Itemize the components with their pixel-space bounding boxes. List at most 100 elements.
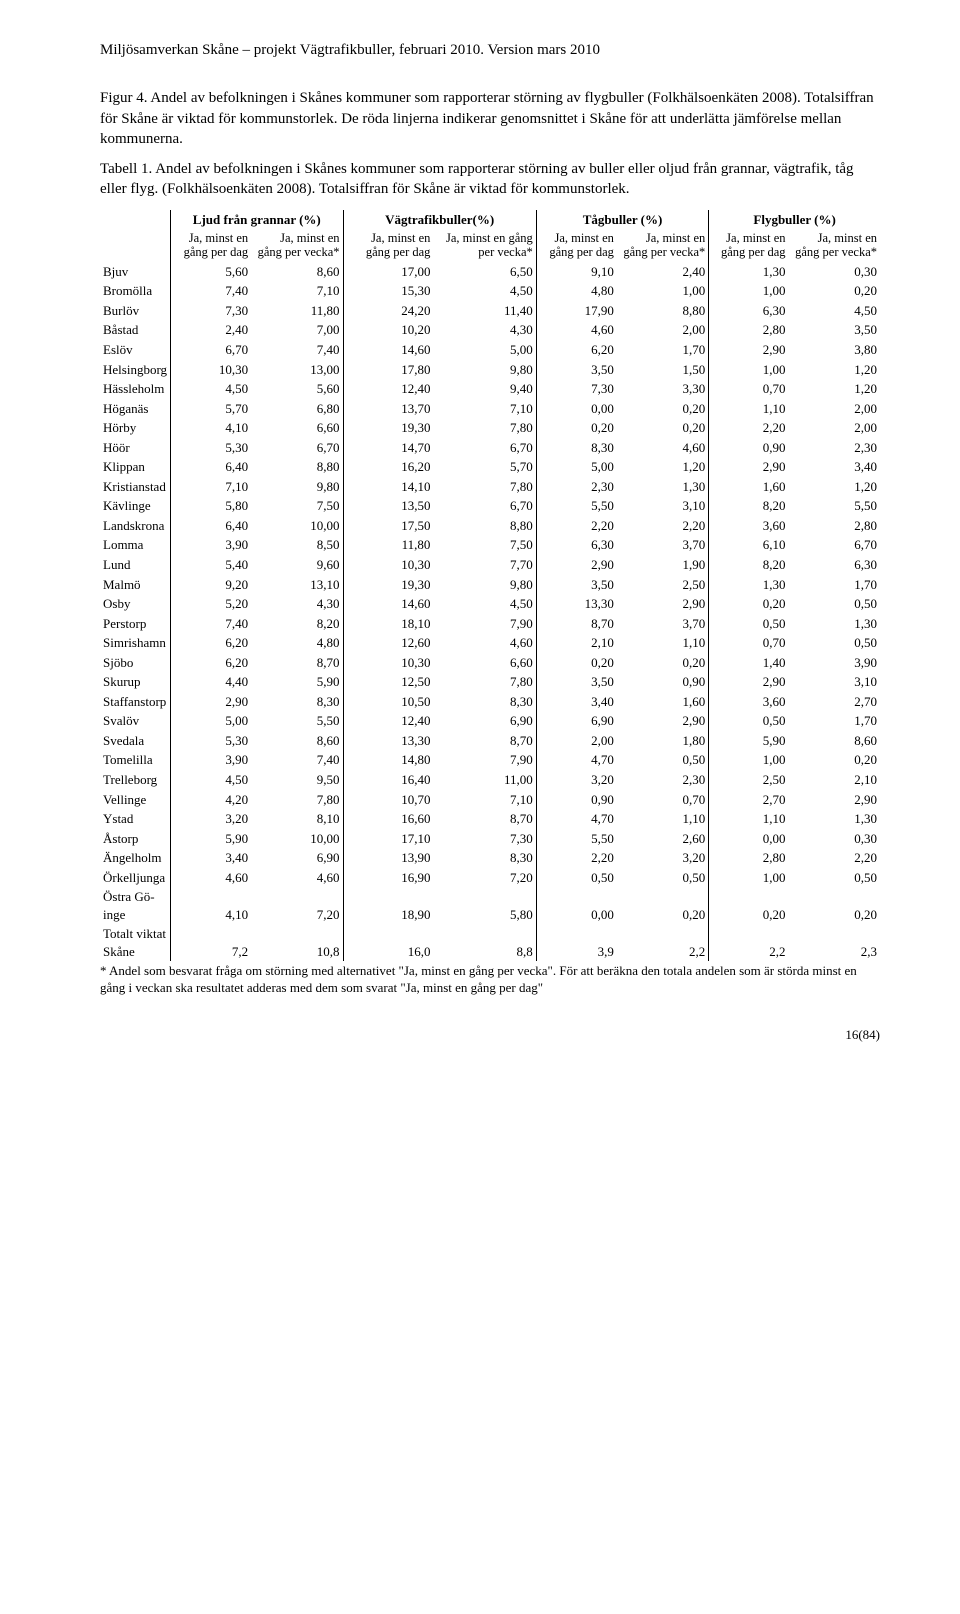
cell: 7,50 (433, 535, 536, 555)
row-label: Kristianstad (100, 477, 171, 497)
cell: 4,30 (251, 594, 343, 614)
table-row: Osby5,204,3014,604,5013,302,900,200,50 (100, 594, 880, 614)
cell: 4,50 (789, 301, 880, 321)
cell: 3,30 (617, 379, 709, 399)
row-label: Lomma (100, 535, 171, 555)
cell: 16,20 (343, 457, 433, 477)
cell: 2,30 (789, 438, 880, 458)
cell: 3,60 (709, 516, 789, 536)
cell: 2,70 (789, 692, 880, 712)
cell: 5,40 (171, 555, 252, 575)
cell: 3,10 (617, 496, 709, 516)
cell: 5,50 (536, 829, 617, 849)
cell: 3,60 (709, 692, 789, 712)
cell: 19,30 (343, 418, 433, 438)
cell: 1,60 (617, 692, 709, 712)
row-label: Osby (100, 594, 171, 614)
cell: 0,30 (789, 262, 880, 282)
cell: 2,70 (709, 790, 789, 810)
cell: 8,60 (251, 262, 343, 282)
cell: 16,90 (343, 868, 433, 888)
cell: 10,30 (343, 555, 433, 575)
cell: 17,00 (343, 262, 433, 282)
cell: 3,40 (789, 457, 880, 477)
table-corner (100, 210, 171, 231)
cell: 2,80 (709, 848, 789, 868)
row-label: Tomelilla (100, 750, 171, 770)
cell: 2,00 (789, 399, 880, 419)
table-row: Ystad3,208,1016,608,704,701,101,101,30 (100, 809, 880, 829)
cell: 1,10 (617, 633, 709, 653)
table-row: Skurup4,405,9012,507,803,500,902,903,10 (100, 672, 880, 692)
table-row: Simrishamn6,204,8012,604,602,101,100,700… (100, 633, 880, 653)
col-group-4: Flygbuller (%) (709, 210, 880, 231)
table-row: Höganäs5,706,8013,707,100,000,201,102,00 (100, 399, 880, 419)
cell: 1,00 (709, 868, 789, 888)
cell: 8,70 (433, 809, 536, 829)
cell: 6,70 (433, 438, 536, 458)
cell: 1,20 (789, 379, 880, 399)
cell: 6,90 (251, 848, 343, 868)
table-footnote: * Andel som besvarat fråga om störning m… (100, 963, 880, 996)
cell: 24,20 (343, 301, 433, 321)
cell: 7,90 (433, 614, 536, 634)
cell: 6,30 (536, 535, 617, 555)
cell: 11,00 (433, 770, 536, 790)
cell: 1,30 (709, 262, 789, 282)
cell: 2,60 (617, 829, 709, 849)
cell: 0,20 (617, 887, 709, 924)
table-row: Vellinge4,207,8010,707,100,900,702,702,9… (100, 790, 880, 810)
cell: 8,80 (617, 301, 709, 321)
cell: 8,70 (536, 614, 617, 634)
cell: 0,20 (536, 418, 617, 438)
cell: 3,70 (617, 614, 709, 634)
table-row: Hörby4,106,6019,307,800,200,202,202,00 (100, 418, 880, 438)
cell: 3,90 (789, 653, 880, 673)
table-row: Hässleholm4,505,6012,409,407,303,300,701… (100, 379, 880, 399)
cell: 15,30 (343, 281, 433, 301)
cell: 0,90 (617, 672, 709, 692)
cell: 0,20 (789, 887, 880, 924)
row-label: Simrishamn (100, 633, 171, 653)
cell: 6,40 (171, 457, 252, 477)
cell: 10,20 (343, 320, 433, 340)
sub-header: Ja, minst en gång per dag (709, 230, 789, 262)
cell: 0,20 (617, 418, 709, 438)
cell: 4,60 (433, 633, 536, 653)
cell: 8,30 (536, 438, 617, 458)
cell: 19,30 (343, 575, 433, 595)
table-row: Ängelholm3,406,9013,908,302,203,202,802,… (100, 848, 880, 868)
table-row: Örkelljunga4,604,6016,907,200,500,501,00… (100, 868, 880, 888)
table-header-row-sub: Ja, minst en gång per dag Ja, minst en g… (100, 230, 880, 262)
table-row: Landskrona6,4010,0017,508,802,202,203,60… (100, 516, 880, 536)
cell: 3,90 (171, 535, 252, 555)
cell: 5,00 (536, 457, 617, 477)
cell: 8,60 (789, 731, 880, 751)
cell: 9,80 (433, 360, 536, 380)
cell: 10,00 (251, 516, 343, 536)
cell: 1,70 (789, 711, 880, 731)
cell: 7,40 (171, 281, 252, 301)
cell: 5,60 (171, 262, 252, 282)
cell: 1,10 (617, 809, 709, 829)
cell: 6,60 (433, 653, 536, 673)
row-label: Perstorp (100, 614, 171, 634)
cell: 3,40 (536, 692, 617, 712)
cell: 7,80 (433, 477, 536, 497)
table-row: Kristianstad7,109,8014,107,802,301,301,6… (100, 477, 880, 497)
page-number: 16(84) (100, 1026, 880, 1044)
cell: 2,80 (789, 516, 880, 536)
cell: 4,50 (433, 594, 536, 614)
cell: 2,80 (709, 320, 789, 340)
cell: 8,20 (709, 496, 789, 516)
cell: 5,80 (171, 496, 252, 516)
cell: 0,70 (709, 633, 789, 653)
col-group-2: Vägtrafikbuller(%) (343, 210, 536, 231)
cell: 2,2 (709, 924, 789, 961)
cell: 0,70 (617, 790, 709, 810)
cell: 0,20 (789, 281, 880, 301)
cell: 0,50 (536, 868, 617, 888)
cell: 9,80 (251, 477, 343, 497)
cell: 2,90 (709, 457, 789, 477)
cell: 13,10 (251, 575, 343, 595)
